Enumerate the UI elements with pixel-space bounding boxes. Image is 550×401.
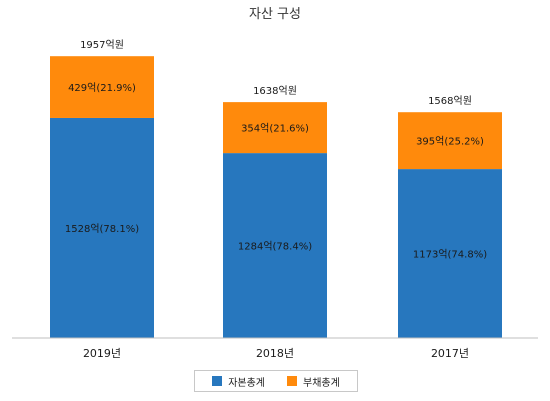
total-label-1: 1638억원 <box>253 85 297 97</box>
legend-swatch-equity <box>212 376 223 386</box>
data-label-liabilities-2: 395억(25.2%) <box>416 136 484 148</box>
data-label-liabilities-1: 354억(21.6%) <box>241 123 309 135</box>
total-label-2: 1568억원 <box>428 95 472 107</box>
legend-label-liabilities: 부채총계 <box>303 377 340 389</box>
legend-label-equity: 자본총계 <box>228 377 265 389</box>
legend-item-liabilities: 부채총계 <box>287 374 340 389</box>
bar-liabilities-0 <box>50 56 154 118</box>
legend-item-equity: 자본총계 <box>212 374 265 389</box>
legend-swatch-liabilities <box>287 376 297 386</box>
bar-liabilities-1 <box>223 102 327 154</box>
x-tick-label-1: 2018년 <box>256 347 294 360</box>
legend: 자본총계 부채총계 <box>194 370 358 392</box>
data-label-equity-0: 1528억(78.1%) <box>65 223 139 235</box>
bar-equity-1 <box>223 153 327 338</box>
x-tick-label-0: 2019년 <box>83 347 121 360</box>
x-tick-label-2: 2017년 <box>431 347 469 360</box>
bars-layer <box>50 56 502 338</box>
data-label-equity-1: 1284억(78.4%) <box>238 241 312 253</box>
labels-layer: 1528억(78.1%) 429억(21.9%) 1957억원 2019년 1284억(… <box>65 39 487 360</box>
chart-title: 자산 구성 <box>249 7 301 22</box>
bar-liabilities-2 <box>398 112 502 170</box>
data-label-liabilities-0: 429억(21.9%) <box>68 82 136 94</box>
data-label-equity-2: 1173억(74.8%) <box>413 249 487 261</box>
total-label-0: 1957억원 <box>80 39 124 51</box>
bar-equity-2 <box>398 169 502 338</box>
bar-equity-0 <box>50 117 154 338</box>
